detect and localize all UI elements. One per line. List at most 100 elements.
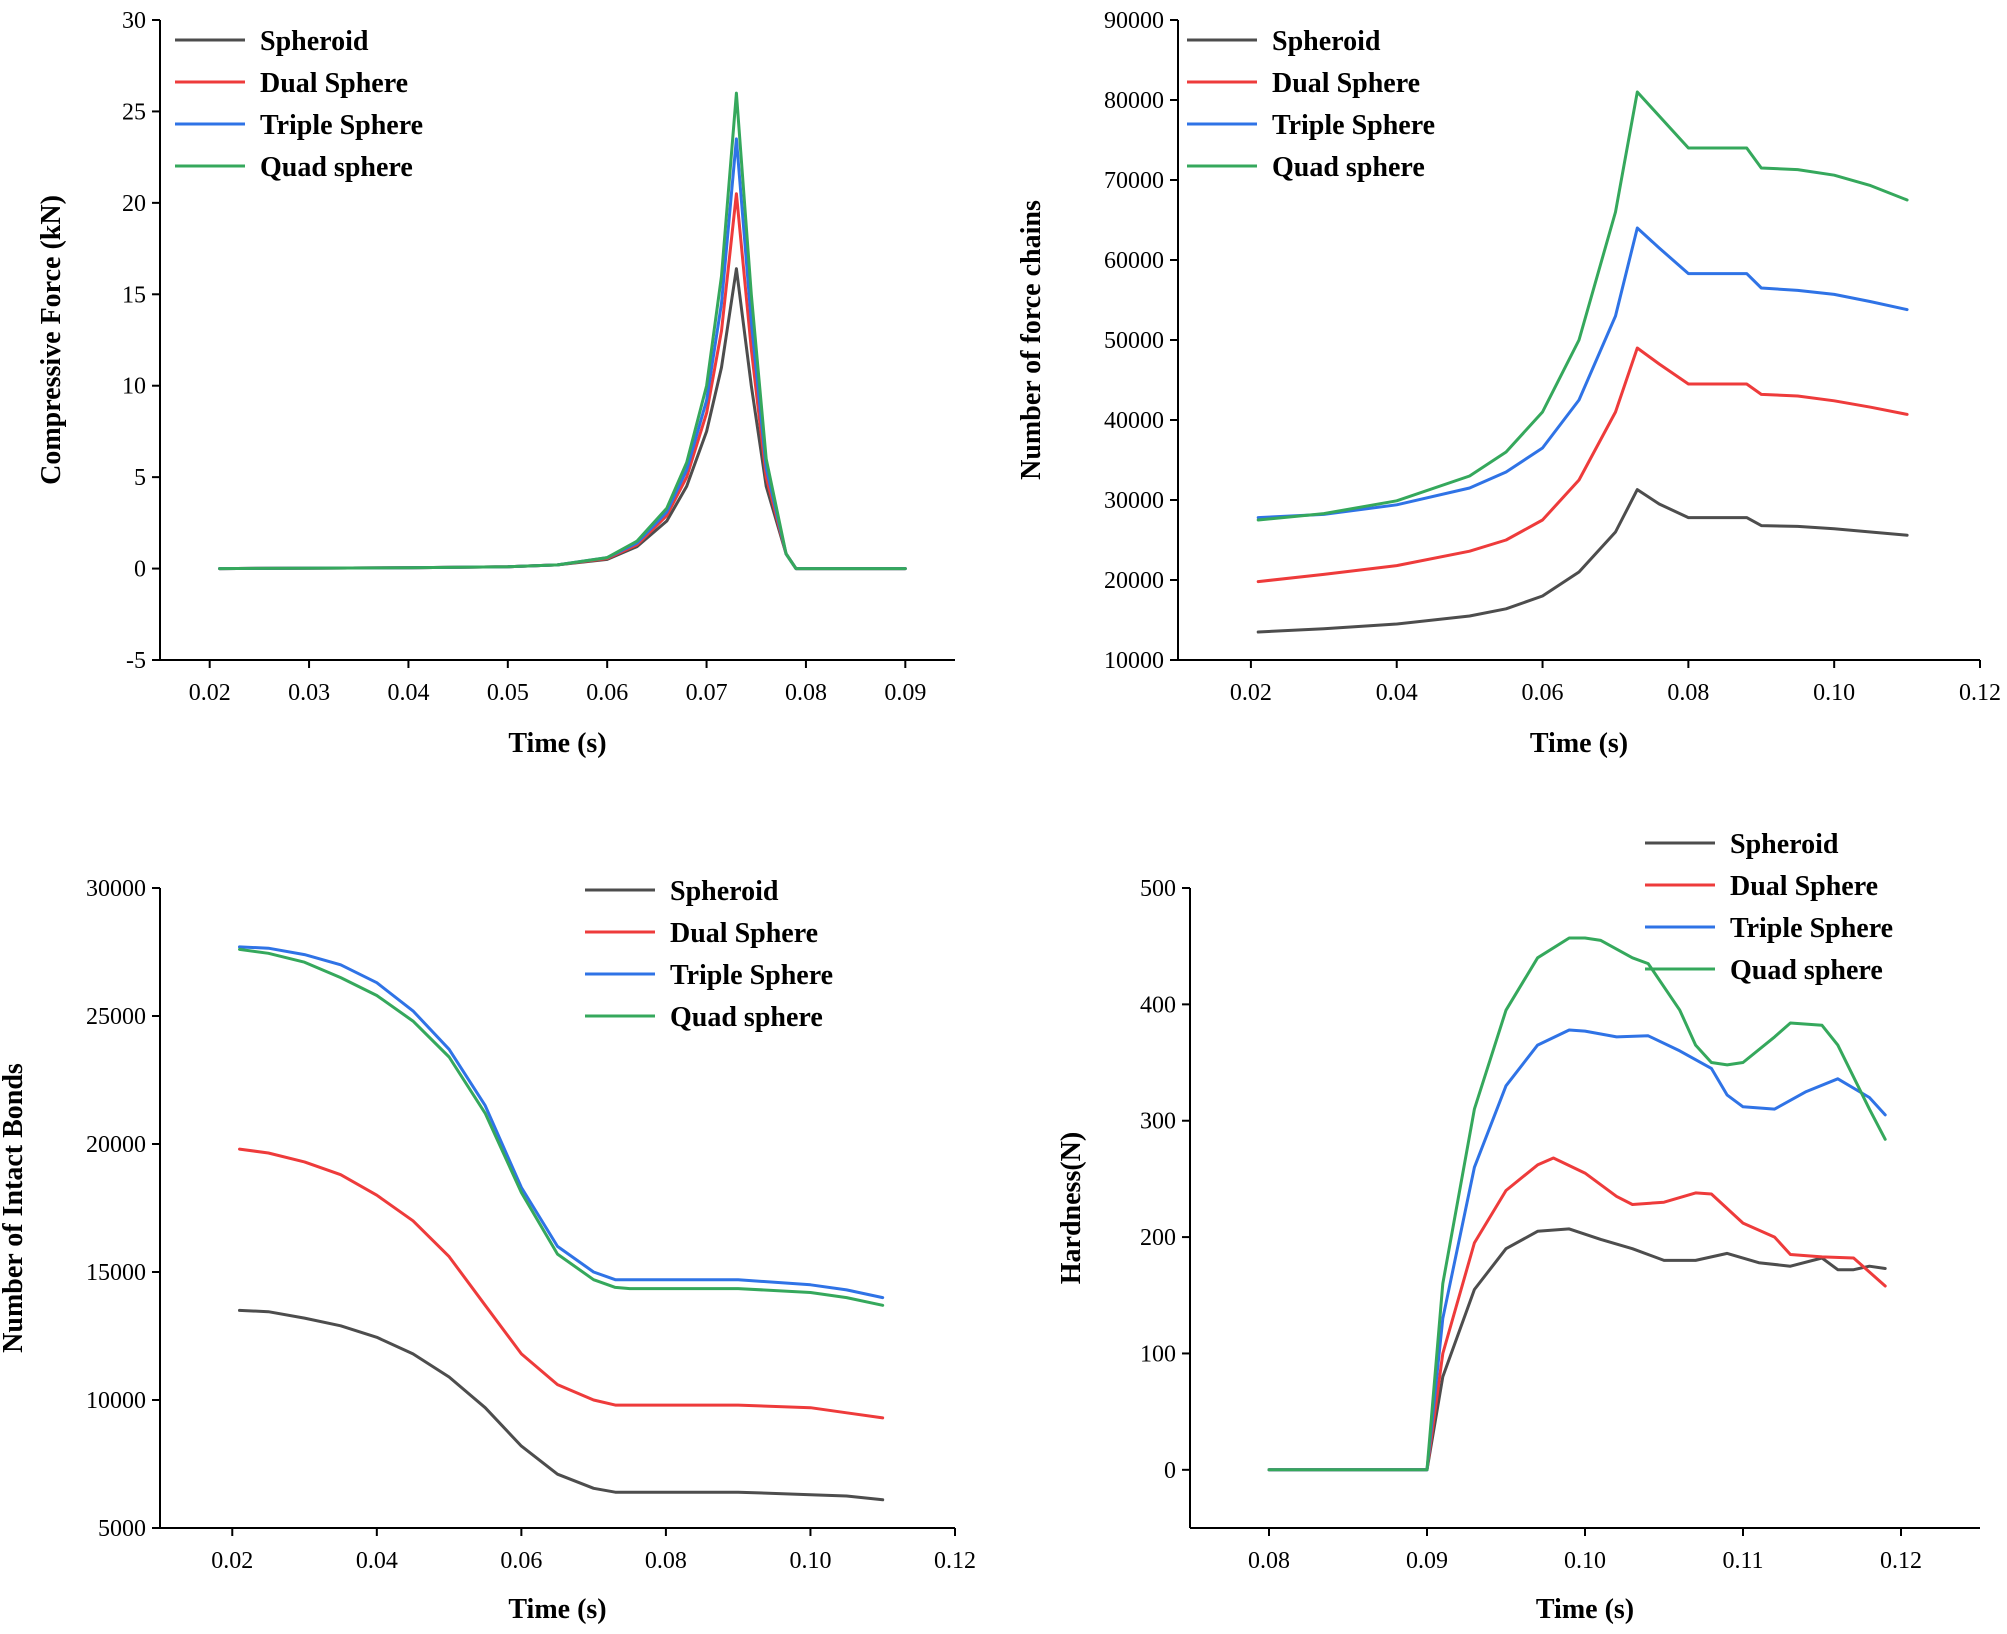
series-line-triple-sphere	[1256, 226, 1909, 520]
y-tick-label: 50000	[1104, 328, 1164, 354]
x-tick-label: 0.05	[487, 680, 529, 706]
series-line-quad-sphere	[1256, 90, 1909, 522]
y-tick-label: 5000	[98, 1516, 146, 1542]
legend-label: Spheroid	[670, 876, 779, 907]
y-tick-label: 30	[122, 8, 146, 34]
legend-label: Dual Sphere	[260, 68, 408, 99]
x-tick-label: 0.08	[785, 680, 827, 706]
y-tick-label: 20000	[86, 1132, 146, 1158]
x-tick-label: 0.12	[1959, 680, 2001, 706]
y-tick-label: 400	[1140, 992, 1176, 1018]
x-axis-title: Time (s)	[1536, 1594, 1634, 1625]
legend-label: Spheroid	[260, 26, 369, 57]
legend-label: Quad sphere	[670, 1002, 823, 1033]
y-tick-label: 70000	[1104, 168, 1164, 194]
y-tick-label: 0	[134, 557, 146, 583]
series-line-dual-sphere	[1256, 346, 1909, 584]
x-tick-label: 0.04	[1376, 680, 1418, 706]
x-tick-label: 0.02	[211, 1548, 253, 1574]
chart-panel-4: 0.08 0.09 0.10 0.11 0.12 0 100 200 300 400 500 Time…	[1056, 829, 1980, 1625]
x-tick-label: 0.09	[884, 680, 926, 706]
series-line-dual-sphere	[1267, 1156, 1887, 1472]
x-tick-label: 0.06	[1522, 680, 1564, 706]
y-tick-label: 20	[122, 191, 146, 217]
x-tick-label: 0.12	[934, 1548, 976, 1574]
legend: Spheroid Dual Sphere Triple Sphere Quad sph…	[1187, 26, 1435, 183]
legend: Spheroid Dual Sphere Triple Sphere Quad sph…	[1645, 829, 1893, 986]
x-axis-title: Time (s)	[1530, 728, 1628, 759]
series-line-triple-sphere	[238, 945, 885, 1300]
series-line-spheroid	[238, 1308, 885, 1502]
y-axis-title: Number of Intact Bonds	[0, 1063, 29, 1353]
legend-label: Quad sphere	[1272, 152, 1425, 183]
x-tick-label: 0.04	[387, 680, 429, 706]
legend-label: Spheroid	[1730, 829, 1839, 860]
series-line-triple-sphere	[218, 137, 907, 571]
y-tick-label: 10	[122, 374, 146, 400]
x-tick-label: 0.11	[1722, 1548, 1763, 1574]
y-tick-label: 5	[134, 465, 146, 491]
y-tick-label: 10000	[86, 1388, 146, 1414]
chart-panel-2: 0.02 0.04 0.06 0.08 0.10 0.12 10000 20000 30000 4…	[1016, 8, 2001, 759]
legend-label: Triple Sphere	[670, 960, 833, 991]
y-tick-label: 25	[122, 99, 146, 125]
y-tick-label: 0	[1164, 1458, 1176, 1484]
x-tick-label: 0.10	[1813, 680, 1855, 706]
legend-label: Triple Sphere	[1730, 913, 1893, 944]
chart-panel-3: 0.02 0.04 0.06 0.08 0.10 0.12 5000 10000 15000 20…	[0, 876, 976, 1625]
series-line-triple-sphere	[1267, 1028, 1887, 1472]
x-tick-label: 0.08	[1667, 680, 1709, 706]
x-tick-label: 0.08	[645, 1548, 687, 1574]
series-line-dual-sphere	[238, 1147, 885, 1420]
y-axis-title: Hardness(N)	[1056, 1132, 1087, 1284]
x-axis-title: Time (s)	[508, 1594, 606, 1625]
x-tick-label: 0.03	[288, 680, 330, 706]
legend-label: Spheroid	[1272, 26, 1381, 57]
y-tick-label: 300	[1140, 1109, 1176, 1135]
y-tick-label: 90000	[1104, 8, 1164, 34]
y-tick-label: 200	[1140, 1225, 1176, 1251]
legend: Spheroid Dual Sphere Triple Sphere Quad sph…	[175, 26, 423, 183]
x-tick-label: 0.02	[1230, 680, 1272, 706]
y-tick-label: 500	[1140, 876, 1176, 902]
y-tick-label: -5	[126, 648, 146, 674]
y-tick-label: 30000	[1104, 488, 1164, 514]
y-tick-label: 30000	[86, 876, 146, 902]
y-tick-label: 60000	[1104, 248, 1164, 274]
y-tick-label: 40000	[1104, 408, 1164, 434]
series-line-spheroid	[1267, 1227, 1887, 1472]
legend-label: Quad sphere	[260, 152, 413, 183]
legend-label: Dual Sphere	[1730, 871, 1878, 902]
x-axis-title: Time (s)	[508, 728, 606, 759]
y-axis-title: Compressive Force (kN)	[36, 195, 67, 485]
legend-label: Triple Sphere	[260, 110, 423, 141]
x-tick-label: 0.04	[356, 1548, 398, 1574]
x-tick-label: 0.10	[1564, 1548, 1606, 1574]
x-tick-label: 0.02	[189, 680, 231, 706]
y-tick-label: 25000	[86, 1004, 146, 1030]
x-tick-label: 0.07	[686, 680, 728, 706]
x-tick-label: 0.12	[1880, 1548, 1922, 1574]
x-tick-label: 0.06	[500, 1548, 542, 1574]
y-axis-title: Number of force chains	[1016, 200, 1047, 480]
series-line-dual-sphere	[218, 192, 907, 571]
y-tick-label: 20000	[1104, 568, 1164, 594]
chart-panel-1: 0.02 0.03 0.04 0.05 0.06 0.07 0.08 0.09 -5 0 5 10 15…	[36, 8, 955, 759]
x-tick-label: 0.06	[586, 680, 628, 706]
legend-label: Quad sphere	[1730, 955, 1883, 986]
legend: Spheroid Dual Sphere Triple Sphere Quad sph…	[585, 876, 833, 1033]
y-tick-label: 100	[1140, 1341, 1176, 1367]
x-tick-label: 0.10	[789, 1548, 831, 1574]
legend-label: Triple Sphere	[1272, 110, 1435, 141]
series-line-quad-sphere	[218, 91, 907, 571]
legend-label: Dual Sphere	[1272, 68, 1420, 99]
y-tick-label: 15000	[86, 1260, 146, 1286]
y-tick-label: 80000	[1104, 88, 1164, 114]
x-tick-label: 0.09	[1406, 1548, 1448, 1574]
series-line-spheroid	[218, 267, 907, 571]
legend-label: Dual Sphere	[670, 918, 818, 949]
series-line-quad-sphere	[1267, 936, 1887, 1472]
series-line-spheroid	[1256, 488, 1909, 634]
x-tick-label: 0.08	[1248, 1548, 1290, 1574]
